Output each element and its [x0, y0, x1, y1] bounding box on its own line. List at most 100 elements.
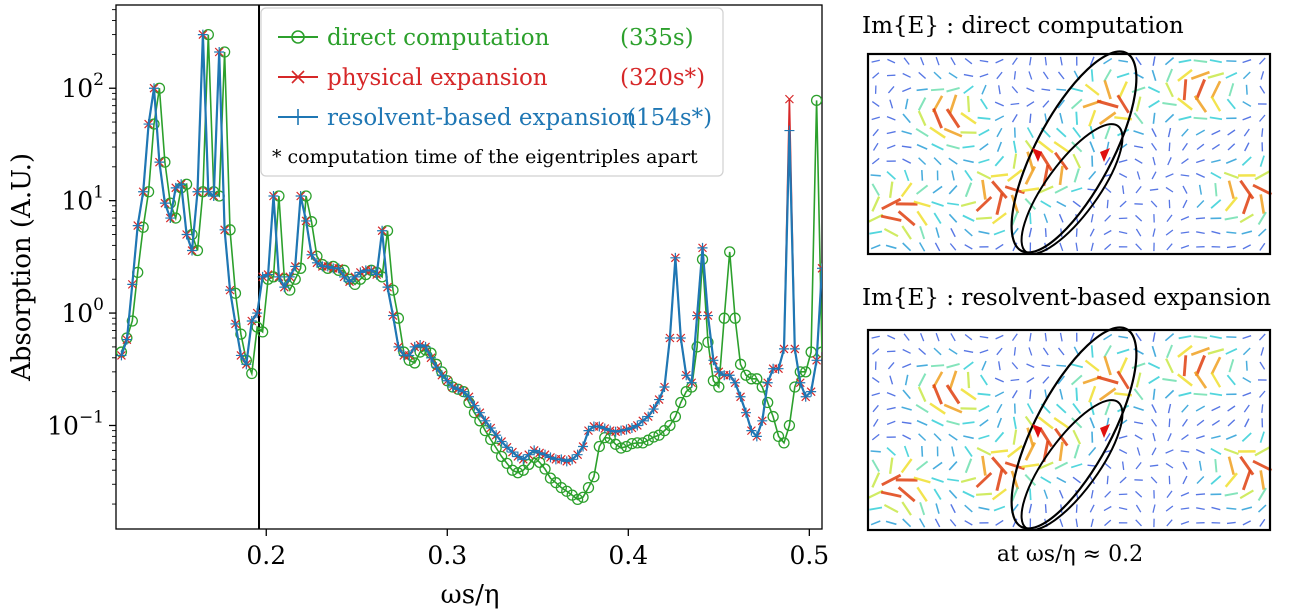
field-arrow	[1042, 89, 1051, 90]
field-arrow	[963, 216, 974, 222]
field-arrow	[1043, 377, 1049, 384]
field-arrow	[1136, 333, 1141, 341]
field-arrow	[1105, 491, 1111, 497]
data-point	[0, 333, 5, 343]
field-arrow	[890, 100, 893, 109]
field-arrow	[902, 183, 912, 197]
field-arrow	[1136, 57, 1141, 65]
field-arrow	[934, 348, 941, 355]
field-arrow	[1132, 363, 1145, 368]
field-arrow	[1104, 231, 1111, 235]
field-arrow	[949, 186, 957, 194]
field-arrow	[1057, 404, 1066, 413]
field-arrow	[1183, 462, 1187, 470]
field-arrow	[1073, 430, 1080, 444]
field-arrow	[1076, 519, 1077, 527]
field-arrow	[951, 57, 955, 65]
field-arrow	[1181, 232, 1189, 233]
field-arrow	[1227, 99, 1235, 109]
field-arrow	[964, 362, 974, 369]
field-arrow	[1119, 508, 1127, 510]
field-arrow	[1152, 172, 1156, 179]
field-arrow	[1105, 157, 1110, 165]
field-arrow	[951, 228, 955, 237]
field-arrow	[1182, 159, 1189, 164]
panel-title-direct: Im{E} : direct computation	[862, 13, 1184, 39]
field-arrow	[1039, 417, 1053, 428]
field-arrow	[1259, 505, 1267, 512]
field-arrow	[1241, 457, 1254, 475]
field-arrow	[1104, 346, 1111, 358]
field-panel-direct: Im{E} : direct computation	[862, 13, 1272, 269]
field-arrow	[1243, 117, 1251, 120]
field-arrow	[871, 451, 881, 452]
field-arrow	[963, 436, 973, 438]
field-arrow	[1046, 228, 1047, 237]
field-arrow	[1071, 88, 1083, 91]
field-arrow	[1104, 187, 1111, 193]
field-arrow	[1075, 445, 1079, 459]
field-arrow	[1073, 128, 1081, 138]
field-arrow	[1060, 214, 1064, 222]
field-arrow	[1197, 144, 1204, 149]
field-arrow	[1165, 58, 1173, 65]
field-arrow	[1136, 520, 1142, 526]
field-arrow	[1076, 388, 1077, 401]
field-arrow	[873, 405, 878, 412]
field-arrow	[1105, 244, 1111, 250]
field-arrow	[1227, 375, 1235, 385]
field-arrow	[991, 451, 1008, 453]
field-arrow	[932, 144, 944, 150]
field-arrow	[1195, 372, 1206, 388]
field-arrow	[1183, 143, 1188, 150]
field-arrow	[1090, 418, 1094, 429]
field-arrow	[966, 183, 971, 197]
field-arrow	[961, 389, 976, 399]
field-arrow	[1029, 228, 1031, 237]
field-arrow	[1118, 336, 1128, 338]
legend-time-physical: (320s*)	[620, 65, 705, 91]
field-arrow	[1117, 350, 1129, 354]
field-arrow	[1179, 336, 1192, 338]
field-arrow	[1149, 101, 1160, 108]
data-point	[0, 325, 5, 335]
field-arrow	[1166, 174, 1174, 177]
field-arrow	[1073, 404, 1081, 414]
legend-time-direct: (335s)	[620, 25, 694, 51]
field-arrow	[1089, 447, 1096, 455]
field-arrow	[965, 446, 972, 456]
field-arrow	[921, 333, 924, 341]
field-arrow	[980, 61, 988, 62]
field-arrow	[949, 349, 957, 354]
field-arrow	[1255, 171, 1270, 179]
field-arrow	[1240, 490, 1253, 498]
field-arrow	[947, 203, 959, 205]
field-arrow	[1105, 433, 1110, 441]
field-arrow	[1243, 393, 1251, 396]
field-arrow	[1151, 201, 1157, 207]
field-arrow	[1243, 102, 1251, 107]
field-arrow	[1014, 71, 1015, 79]
field-panel-resolvent: Im{E} : resolvent-based expansion at ωs/…	[862, 285, 1272, 567]
field-arrow	[934, 72, 941, 79]
field-arrow	[1196, 130, 1205, 135]
field-arrow	[1194, 60, 1207, 62]
data-point	[0, 319, 5, 329]
legend-entry-direct: direct computation (335s)	[278, 25, 694, 51]
field-arrow	[1046, 504, 1047, 513]
field-arrow	[1134, 146, 1143, 148]
field-arrow	[1150, 189, 1158, 190]
field-arrow	[1196, 508, 1205, 510]
field-arrow	[976, 218, 992, 219]
field-arrow	[1152, 70, 1155, 81]
field-arrow	[872, 197, 879, 212]
field-arrow	[1212, 97, 1220, 111]
field-arrow	[980, 144, 989, 150]
field-arrow	[983, 180, 986, 200]
panel-frame-direct	[868, 54, 1270, 254]
field-arrow	[890, 458, 892, 474]
field-arrow	[996, 520, 1004, 525]
field-arrow	[1056, 365, 1066, 366]
field-arrow	[1105, 215, 1111, 221]
field-arrow	[961, 478, 976, 482]
